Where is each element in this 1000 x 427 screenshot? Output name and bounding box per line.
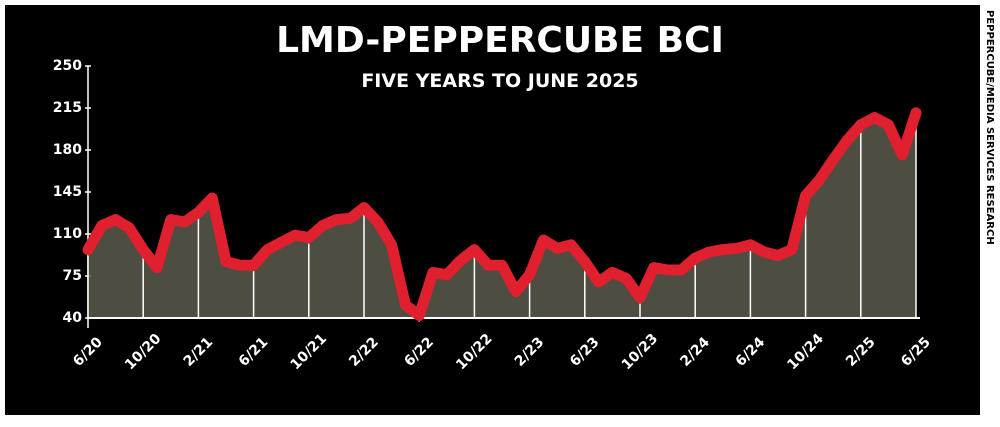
- area: [88, 112, 916, 318]
- chart-subtitle: FIVE YEARS TO JUNE 2025: [361, 70, 638, 92]
- line: [82, 107, 922, 322]
- y-tick-label: 40: [63, 310, 83, 326]
- y-tick-label: 250: [53, 58, 82, 74]
- y-tick-label: 75: [63, 268, 82, 284]
- chart-title: LMD-PEPPERCUBE BCI: [276, 20, 724, 61]
- y-tick-label: 145: [53, 184, 82, 200]
- source: PEPPERCUBE/MEDIA SERVICES RESEARCH: [984, 10, 995, 245]
- y-tick-label: 180: [53, 142, 82, 158]
- y-tick-label: 110: [53, 226, 82, 242]
- y-tick-label: 215: [53, 100, 82, 116]
